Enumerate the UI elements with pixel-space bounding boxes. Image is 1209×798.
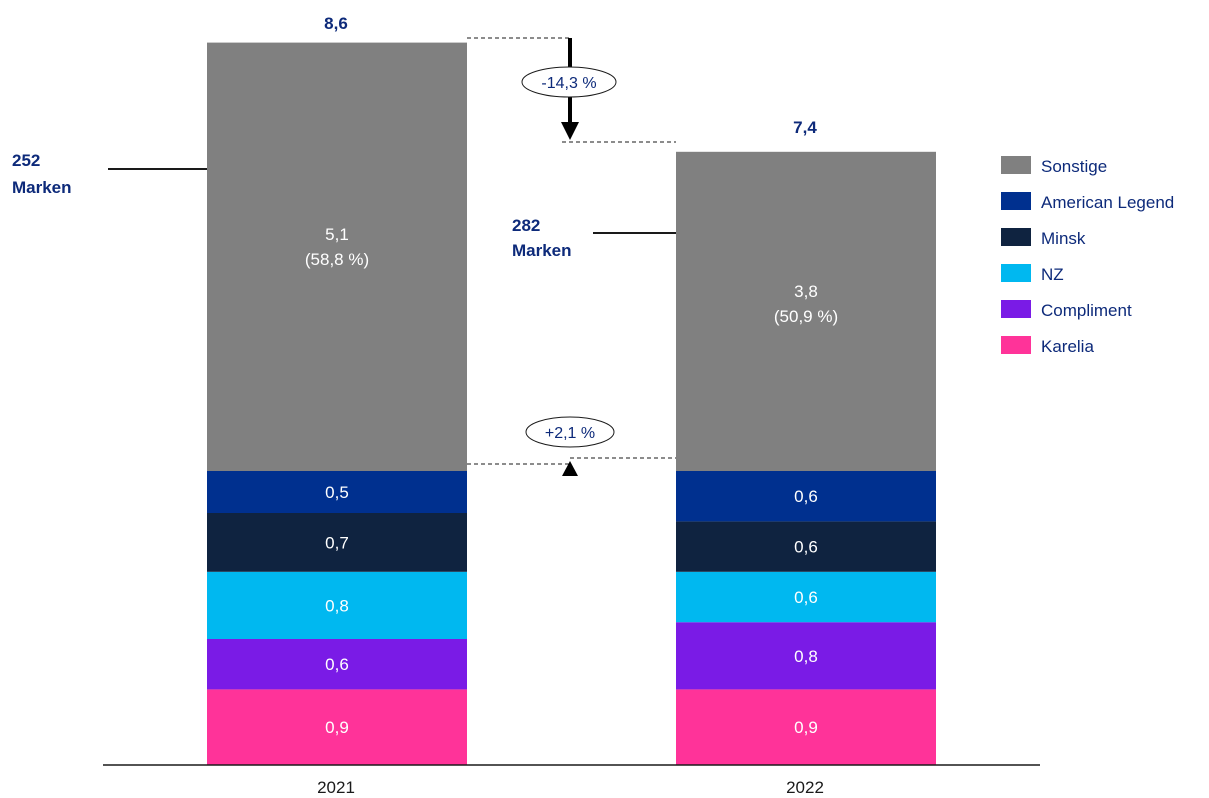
legend-swatch-nz <box>1001 264 1031 282</box>
segment-share-sonstige-2022: (50,9 %) <box>774 307 838 326</box>
segment-value-compliment-2022: 0,8 <box>794 647 818 666</box>
bar-segment-nz-2022 <box>676 571 936 623</box>
legend-label-sonstige: Sonstige <box>1041 157 1107 176</box>
segment-value-sonstige-2022: 3,8 <box>794 282 818 301</box>
legend-label-minsk: Minsk <box>1041 229 1086 248</box>
total-change-annotation: -14,3 % <box>467 37 676 143</box>
down-arrow-icon <box>561 122 579 140</box>
bar-segment-compliment-2021 <box>207 639 467 690</box>
category-label-2022: 2022 <box>786 778 824 797</box>
top5-change-annotation: +2,1 % <box>467 416 676 476</box>
brand-count-2021-word: Marken <box>12 178 72 197</box>
legend-label-compliment: Compliment <box>1041 301 1132 320</box>
brand-count-2021-number: 252 <box>12 151 40 170</box>
legend-label-american-legend: American Legend <box>1041 193 1174 212</box>
segment-value-karelia-2021: 0,9 <box>325 718 349 737</box>
total-label-2021: 8,6 <box>324 14 348 33</box>
legend-swatch-sonstige <box>1001 156 1031 174</box>
segment-value-nz-2021: 0,8 <box>325 596 349 615</box>
legend-swatch-american-legend <box>1001 192 1031 210</box>
segment-value-sonstige-2021: 5,1 <box>325 225 349 244</box>
total-change-bubble <box>521 66 617 98</box>
legend-label-nz: NZ <box>1041 265 1064 284</box>
segment-value-minsk-2021: 0,7 <box>325 533 349 552</box>
brand-count-2022-number: 282 <box>512 216 540 235</box>
bar-segments <box>207 42 936 765</box>
bar-segment-sonstige-2022 <box>676 151 936 472</box>
top5-change-bubble <box>525 416 615 448</box>
segment-value-karelia-2022: 0,9 <box>794 718 818 737</box>
segment-value-nz-2022: 0,6 <box>794 588 818 607</box>
category-label-2021: 2021 <box>317 778 355 797</box>
segment-share-sonstige-2021: (58,8 %) <box>305 250 369 269</box>
bar-segment-minsk-2022 <box>676 521 936 572</box>
legend-label-karelia: Karelia <box>1041 337 1094 356</box>
legend-swatch-minsk <box>1001 228 1031 246</box>
bar-segment-karelia-2021 <box>207 689 467 765</box>
segment-value-american-legend-2022: 0,6 <box>794 487 818 506</box>
bar-segment-compliment-2022 <box>676 622 936 690</box>
up-arrow-icon <box>562 461 578 476</box>
total-label-2022: 7,4 <box>793 118 817 137</box>
segment-value-minsk-2022: 0,6 <box>794 538 818 557</box>
bar-segment-sonstige-2021 <box>207 42 467 471</box>
bar-segment-minsk-2021 <box>207 513 467 572</box>
bar-segment-karelia-2022 <box>676 689 936 765</box>
segment-labels: 0,9 0,6 0,8 0,7 0,5 5,1 (58,8 %) 0,9 0,8 0,6 0,6 0,… <box>305 225 838 737</box>
legend: Sonstige American Legend Minsk NZ Compliment… <box>1001 156 1174 356</box>
bar-segment-american-legend-2022 <box>676 471 936 522</box>
bar-segment-nz-2021 <box>207 571 467 639</box>
brand-count-2022-word: Marken <box>512 241 572 260</box>
total-change-label: -14,3 % <box>541 75 596 92</box>
bar-segment-american-legend-2021 <box>207 471 467 513</box>
legend-swatch-karelia <box>1001 336 1031 354</box>
legend-swatch-compliment <box>1001 300 1031 318</box>
segment-value-compliment-2021: 0,6 <box>325 655 349 674</box>
top5-change-label: +2,1 % <box>545 425 595 442</box>
segment-value-american-legend-2021: 0,5 <box>325 483 349 502</box>
